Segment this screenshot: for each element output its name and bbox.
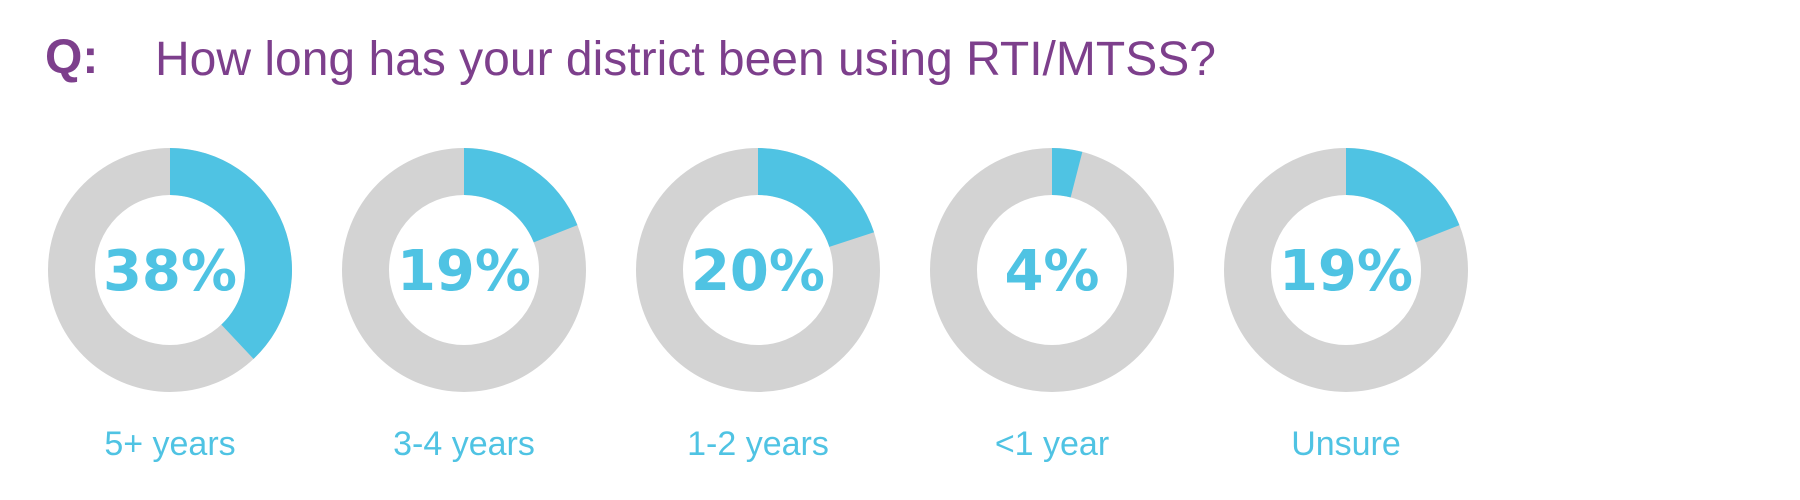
donut-segment [1052,148,1083,198]
question-prefix: Q: [45,31,99,84]
donut-2: 19% 3-4 years [342,148,586,463]
percent-label: 19% [397,239,531,304]
donut-1: 38% 5+ years [48,148,292,463]
donut-4: 4% <1 year [930,148,1174,463]
donut-3: 20% 1-2 years [636,148,880,463]
category-label: 1-2 years [687,425,829,463]
donut-segment [464,148,578,243]
category-label: 5+ years [104,425,235,463]
category-label: Unsure [1291,425,1401,463]
donut-segment [1346,148,1460,243]
percent-label: 38% [103,239,237,304]
percent-label: 20% [691,239,825,304]
question-title: How long has your district been using RT… [155,33,1216,86]
percent-label: 4% [1004,239,1099,304]
category-label: <1 year [995,425,1109,463]
donut-5: 19% Unsure [1224,148,1468,463]
category-label: 3-4 years [393,425,535,463]
donut-segment [170,148,292,359]
percent-label: 19% [1279,239,1413,304]
donut-segment [758,148,875,247]
